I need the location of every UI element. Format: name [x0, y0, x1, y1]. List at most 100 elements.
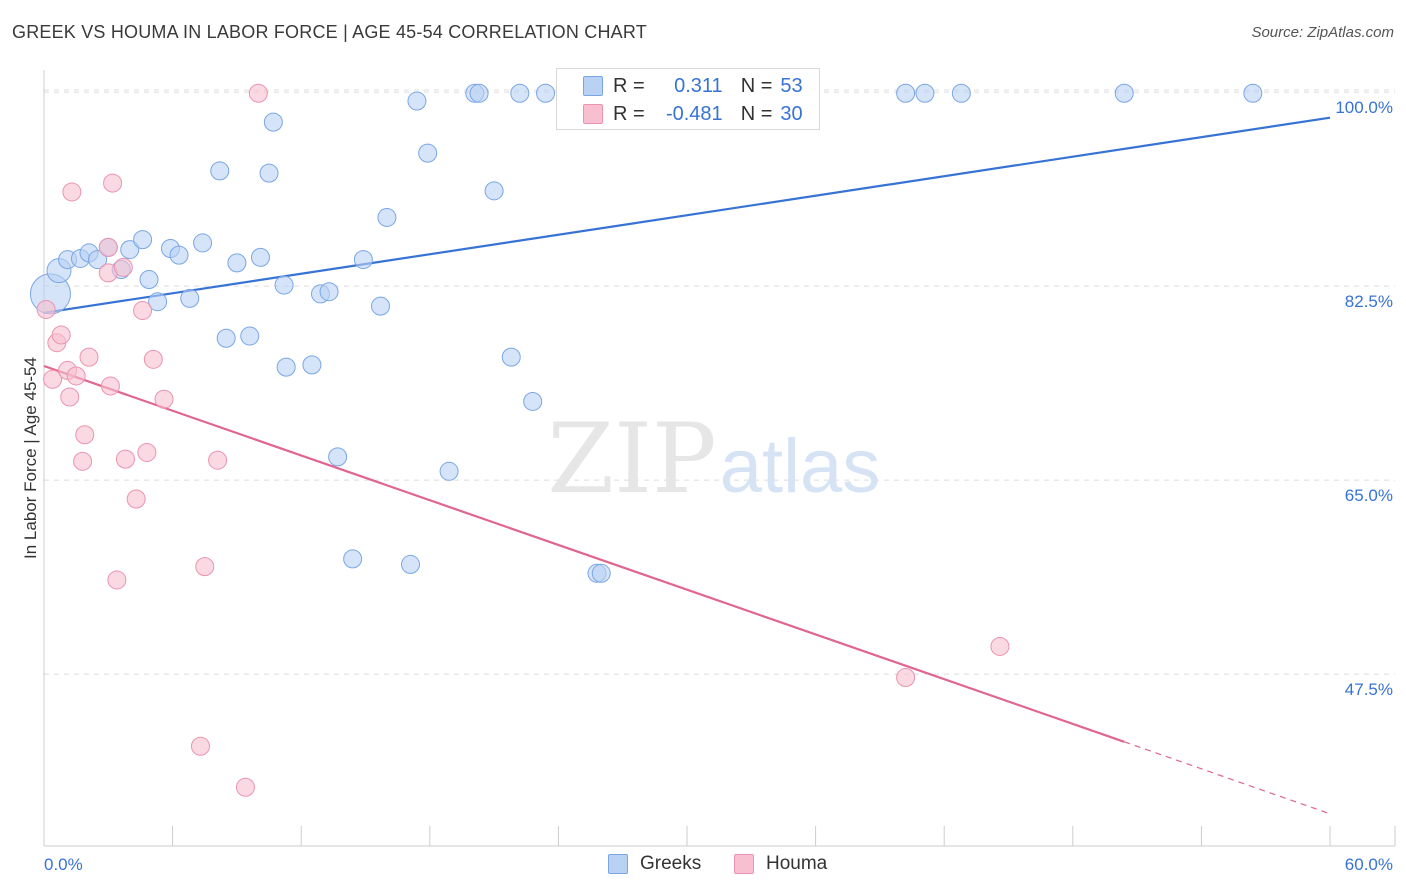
- houma-point: [235, 777, 255, 797]
- greeks-point: [536, 83, 556, 103]
- houma-point: [60, 387, 80, 407]
- houma-point: [143, 349, 163, 369]
- x-tick-label-min: 0.0%: [44, 855, 83, 874]
- axes: [43, 70, 1396, 847]
- houma-point: [51, 325, 71, 345]
- houma-point: [107, 570, 127, 590]
- greeks-point: [240, 326, 260, 346]
- greeks-point: [469, 83, 489, 103]
- watermark-zip: ZIP: [547, 403, 716, 515]
- houma-r-label: R =: [613, 102, 645, 125]
- greeks-point: [302, 355, 322, 375]
- houma-point: [66, 366, 86, 386]
- greeks-point: [401, 554, 421, 574]
- zipatlas-watermark: ZIP atlas: [547, 403, 880, 515]
- houma-swatch: [583, 104, 603, 124]
- greeks-point: [88, 250, 108, 270]
- houma-point: [79, 347, 99, 367]
- houma-point: [248, 83, 268, 103]
- greeks-point: [343, 549, 363, 569]
- houma-point: [36, 299, 56, 319]
- greeks-point: [418, 143, 438, 163]
- greeks-point: [139, 270, 159, 290]
- greeks-point: [510, 83, 530, 103]
- greeks-point: [276, 357, 296, 377]
- greeks-swatch: [583, 76, 603, 96]
- houma-point: [133, 301, 153, 321]
- greeks-point: [353, 250, 373, 270]
- watermark-atlas: atlas: [720, 424, 881, 509]
- greeks-point: [250, 247, 270, 267]
- greeks-point: [259, 163, 279, 183]
- houma-n-value: 30: [780, 102, 803, 125]
- greeks-trend-line: [43, 116, 1331, 314]
- houma-point: [75, 425, 95, 445]
- greeks-point: [951, 83, 971, 103]
- greeks-point: [484, 181, 504, 201]
- greeks-point: [133, 230, 153, 250]
- houma-point: [896, 667, 916, 687]
- houma-point: [103, 173, 123, 193]
- greeks-point: [501, 347, 521, 367]
- houma-r-value: -0.481: [665, 102, 723, 125]
- houma-point: [154, 389, 174, 409]
- greeks-n-label: N =: [740, 74, 773, 97]
- greeks-point: [193, 233, 213, 253]
- houma-trend-line: [43, 364, 1125, 743]
- houma-point: [115, 449, 135, 469]
- greeks-r-value: 0.311: [674, 74, 723, 97]
- houma-point: [208, 450, 228, 470]
- houma-point: [98, 237, 118, 257]
- greeks-point: [1243, 83, 1263, 103]
- greeks-point: [120, 240, 140, 260]
- greeks-point: [319, 282, 339, 302]
- greeks-point: [407, 91, 427, 111]
- houma-point: [990, 636, 1010, 656]
- greeks-point: [216, 328, 236, 348]
- bottom-legend-greeks: Greeks: [608, 852, 701, 876]
- bottom-greeks-swatch: [608, 854, 628, 874]
- y-tick-label: 100.0%: [1335, 98, 1393, 117]
- houma-trend-extrapolated: [1124, 741, 1331, 815]
- stats-legend: R = 0.311 N = 53 R = -0.481 N = 30: [556, 68, 820, 130]
- y-tick-label: 82.5%: [1345, 292, 1393, 311]
- greeks-point: [439, 461, 459, 481]
- bottom-houma-swatch: [734, 854, 754, 874]
- tick-labels: 47.5% 65.0% 82.5% 100.0% 0.0% 60.0%: [44, 98, 1393, 874]
- data-points: [29, 83, 1263, 797]
- greeks-point: [210, 161, 230, 181]
- houma-point: [62, 182, 82, 202]
- greeks-point: [896, 83, 916, 103]
- source-credit: Source: ZipAtlas.com: [1251, 24, 1394, 41]
- y-tick-label: 47.5%: [1345, 680, 1393, 699]
- greeks-point: [371, 296, 391, 316]
- greeks-r-label: R =: [613, 74, 645, 97]
- greeks-point: [274, 275, 294, 295]
- houma-point: [100, 376, 120, 396]
- greeks-point: [591, 563, 611, 583]
- chart-title: GREEK VS HOUMA IN LABOR FORCE | AGE 45-5…: [12, 22, 647, 42]
- bottom-greeks-label: Greeks: [640, 853, 702, 874]
- greeks-point: [328, 447, 348, 467]
- houma-point: [126, 489, 146, 509]
- greeks-point: [148, 292, 168, 312]
- legend-row-greeks: R = 0.311 N = 53: [557, 73, 803, 99]
- bottom-legend-houma: Houma: [734, 852, 827, 876]
- y-tick-label: 65.0%: [1345, 486, 1393, 505]
- gridlines: [44, 89, 1395, 675]
- legend-row-houma: R = -0.481 N = 30: [557, 101, 803, 127]
- greeks-point: [180, 288, 200, 308]
- houma-point: [195, 557, 215, 577]
- greeks-point: [915, 83, 935, 103]
- greeks-point: [227, 253, 247, 273]
- houma-point: [113, 257, 133, 277]
- houma-point: [137, 442, 157, 462]
- greeks-point: [523, 391, 543, 411]
- greeks-point: [377, 207, 397, 227]
- greeks-point: [263, 112, 283, 132]
- bottom-houma-label: Houma: [766, 853, 828, 874]
- greeks-point: [1114, 83, 1134, 103]
- greeks-n-value: 53: [780, 74, 803, 97]
- houma-point: [43, 369, 63, 389]
